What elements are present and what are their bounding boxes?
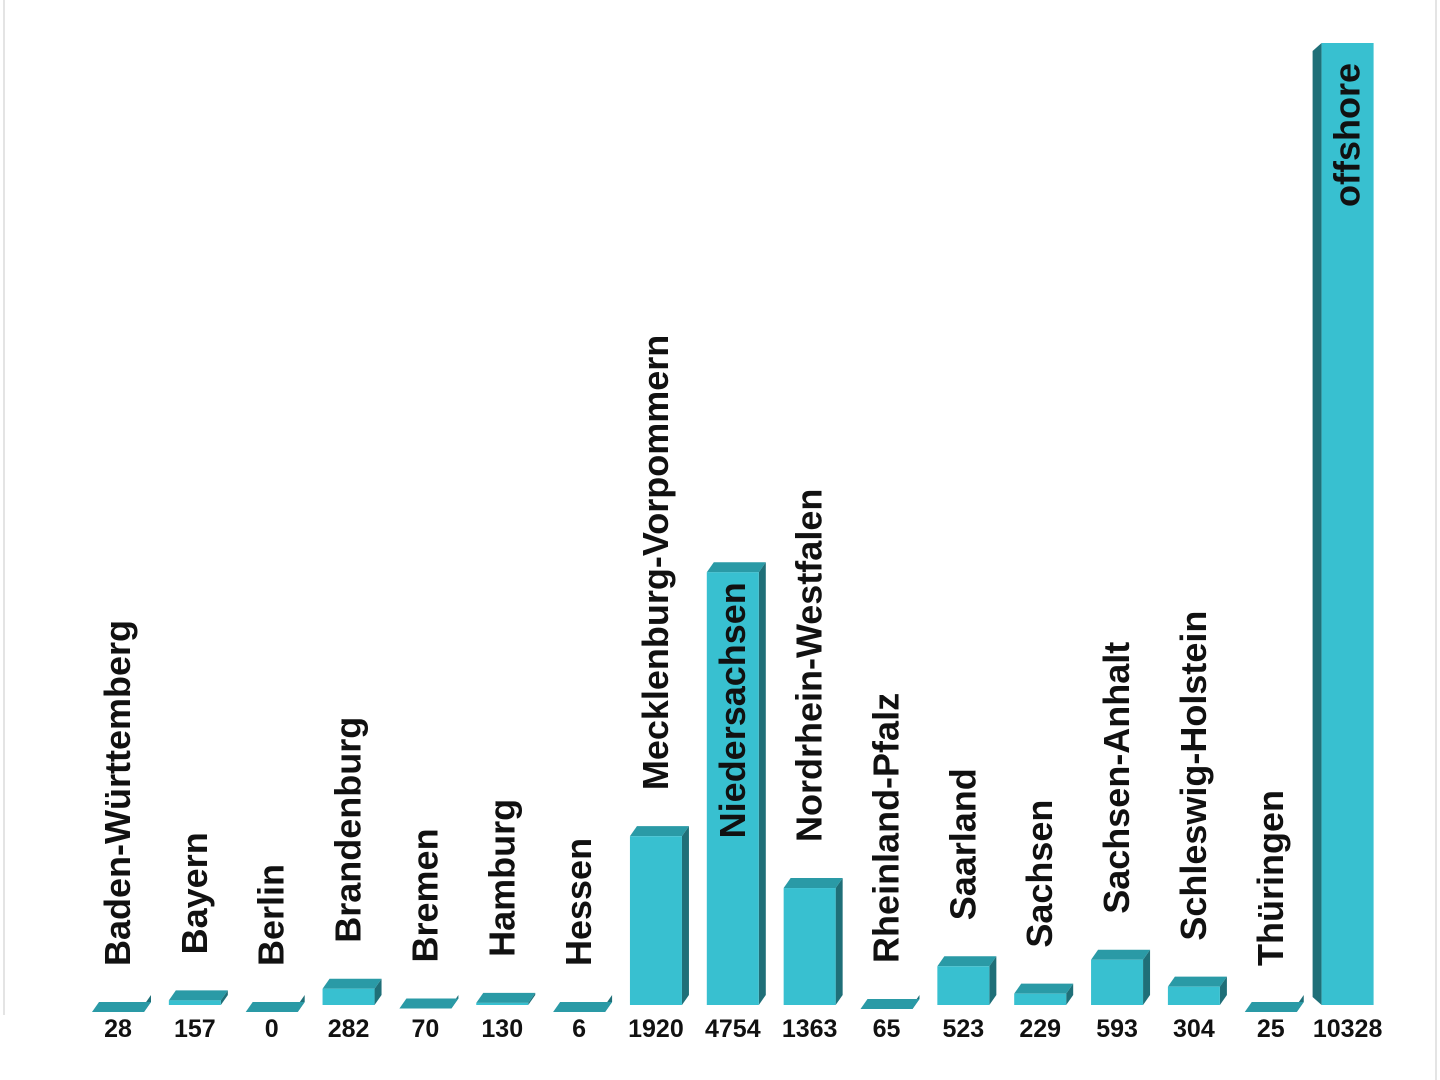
bar-top-niedersachsen (706, 562, 766, 573)
bar-top-schleswig-holstein (1167, 976, 1227, 987)
bar-front-nordrhein-westfalen (783, 888, 836, 1005)
category-labels-group: Baden-Württemberg Bayern Berlin Brandenburg… (97, 63, 1368, 966)
category-label-brandenburg: Brandenburg (328, 717, 369, 943)
bar-top-saarland (937, 956, 997, 967)
value-label-sachsen: 229 (1019, 1015, 1061, 1043)
category-label-sachsen-anhalt: Sachsen-Anhalt (1096, 642, 1137, 914)
bar-front-niedersachsen (706, 572, 759, 1005)
value-label-berlin: 0 (265, 1015, 279, 1043)
value-label-nordrhein-westfalen: 1363 (782, 1015, 838, 1043)
bar-front-schleswig-holstein (1167, 986, 1220, 1005)
value-label-mecklenburg-vorpommern: 1920 (628, 1015, 684, 1043)
bar-nordrhein-westfalen (783, 878, 843, 1005)
category-label-schleswig-holstein: Schleswig-Holstein (1173, 611, 1214, 941)
value-label-hamburg: 130 (481, 1015, 523, 1043)
bar-front-mecklenburg-vorpommern (629, 836, 682, 1005)
value-label-niedersachsen: 4754 (705, 1015, 761, 1043)
bar-schleswig-holstein (1167, 976, 1227, 1005)
bar-front-hamburg (476, 1002, 529, 1005)
bar-side-offshore (1312, 43, 1322, 1005)
bar-brandenburg (322, 978, 382, 1005)
bars-group (92, 43, 1374, 1012)
category-label-berlin: Berlin (251, 864, 292, 966)
bar-side-bayern (220, 990, 228, 1005)
value-label-sachsen-anhalt: 593 (1096, 1015, 1138, 1043)
bar-bremen (399, 995, 459, 1009)
value-label-thuringen: 25 (1257, 1015, 1285, 1043)
bar-top-mecklenburg-vorpommern (629, 826, 689, 837)
category-label-bayern: Bayern (174, 832, 215, 954)
bar-top-baden-wurttemberg (92, 1002, 151, 1012)
category-label-baden-wurttemberg: Baden-Württemberg (97, 620, 138, 966)
category-label-mecklenburg-vorpommern: Mecklenburg-Vorpommern (635, 335, 676, 790)
bar-side-saarland (989, 956, 997, 1005)
value-labels-group: 28 157 0 282 70 130 6 1920 4754 1363 65 523 229 593 30… (104, 1015, 1382, 1043)
bar-side-hamburg (528, 992, 536, 1005)
value-label-schleswig-holstein: 304 (1173, 1015, 1215, 1043)
bar-top-brandenburg (322, 978, 382, 989)
category-label-nordrhein-westfalen: Nordrhein-Westfalen (789, 489, 830, 842)
bar-mecklenburg-vorpommern (629, 826, 689, 1005)
value-label-hessen: 6 (572, 1015, 586, 1043)
bar-front-sachsen (1014, 993, 1067, 1005)
bar-front-offshore (1321, 43, 1374, 1005)
bar-rheinland-pfalz (860, 995, 920, 1009)
bar-top-bremen (399, 998, 459, 1009)
bar-sachsen-anhalt (1091, 949, 1151, 1005)
value-label-offshore: 10328 (1313, 1015, 1383, 1043)
bar-hessen (553, 995, 613, 1012)
bar-side-nordrhein-westfalen (835, 878, 843, 1005)
bar-top-nordrhein-westfalen (783, 878, 843, 889)
category-label-thuringen: Thüringen (1250, 790, 1291, 966)
value-label-brandenburg: 282 (328, 1015, 370, 1043)
value-label-bremen: 70 (411, 1015, 439, 1043)
bar-thuringen (1244, 995, 1304, 1012)
bar-front-saarland (937, 966, 990, 1005)
bar-side-sachsen-anhalt (1143, 949, 1151, 1005)
value-label-bayern: 157 (174, 1015, 216, 1043)
category-label-niedersachsen: Niedersachsen (712, 582, 753, 838)
bar-top-hessen (553, 1002, 613, 1012)
bar-front-bayern (168, 1000, 221, 1005)
bar-niedersachsen (706, 562, 766, 1005)
bar-sachsen (1014, 983, 1074, 1005)
bar-top-sachsen-anhalt (1091, 949, 1151, 960)
bar-saarland (937, 956, 997, 1005)
bar-top-berlin (245, 1002, 305, 1012)
bar-side-brandenburg (374, 978, 382, 1005)
category-label-sachsen: Sachsen (1019, 800, 1060, 948)
bar-offshore (1312, 43, 1374, 1005)
category-label-hamburg: Hamburg (481, 799, 522, 957)
bar-top-sachsen (1014, 983, 1074, 994)
bar-bayern (168, 990, 228, 1005)
bar-top-rheinland-pfalz (860, 998, 920, 1009)
bar-front-brandenburg (322, 988, 375, 1005)
bar-side-mecklenburg-vorpommern (681, 826, 689, 1005)
category-label-rheinland-pfalz: Rheinland-Pfalz (866, 693, 907, 963)
category-label-bremen: Bremen (404, 828, 445, 962)
bar-top-hamburg (476, 992, 536, 1003)
category-label-offshore: offshore (1327, 63, 1368, 207)
value-label-baden-wurttemberg: 28 (104, 1015, 132, 1043)
bar-side-sachsen (1066, 983, 1074, 1005)
category-label-saarland: Saarland (942, 768, 983, 920)
bar-side-schleswig-holstein (1219, 976, 1227, 1005)
category-label-hessen: Hessen (558, 838, 599, 966)
value-label-rheinland-pfalz: 65 (873, 1015, 901, 1043)
bar-hamburg (476, 992, 536, 1005)
bar-baden-wurttemberg (92, 995, 151, 1012)
bar-top-bayern (168, 990, 228, 1001)
bar-top-thuringen (1244, 1002, 1304, 1012)
value-label-saarland: 523 (942, 1015, 984, 1043)
bar-side-niedersachsen (758, 562, 766, 1005)
bar-front-sachsen-anhalt (1091, 959, 1144, 1005)
bar-berlin (245, 995, 305, 1012)
